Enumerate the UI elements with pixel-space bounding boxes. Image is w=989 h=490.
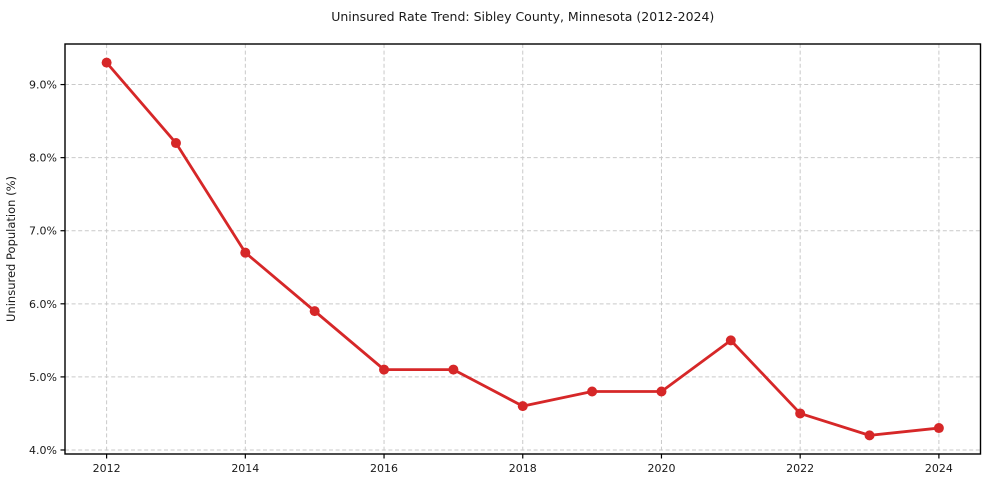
y-tick-label: 4.0% [29, 444, 57, 457]
chart-title: Uninsured Rate Trend: Sibley County, Min… [331, 9, 714, 24]
data-point [101, 57, 112, 68]
data-point [864, 430, 875, 441]
grid-layer [65, 44, 981, 454]
data-point [587, 386, 598, 397]
axes-layer: 4.0% 5.0% 6.0% 7.0% 8.0% 9.0% 2012 2014 2016 2018… [29, 43, 982, 475]
x-tick-label: 2020 [647, 462, 675, 475]
data-point [656, 386, 667, 397]
data-point [448, 364, 459, 375]
series-layer [101, 57, 944, 441]
data-point [933, 423, 944, 434]
data-point [309, 306, 320, 317]
y-axis-label: Uninsured Population (%) [4, 176, 18, 322]
y-tick-label: 9.0% [29, 79, 57, 92]
data-point [517, 401, 528, 412]
data-point [240, 247, 251, 258]
y-tick-label: 8.0% [29, 152, 57, 165]
x-tick-label: 2024 [925, 462, 953, 475]
data-point [170, 138, 181, 149]
y-tick-label: 6.0% [29, 298, 57, 311]
data-point [379, 364, 390, 375]
plot-border [64, 43, 982, 455]
x-tick-label: 2014 [231, 462, 259, 475]
y-tick-label: 7.0% [29, 225, 57, 238]
x-tick-label: 2012 [93, 462, 121, 475]
data-point [725, 335, 736, 346]
x-tick-label: 2018 [509, 462, 537, 475]
x-tick-label: 2016 [370, 462, 398, 475]
y-tick-label: 5.0% [29, 371, 57, 384]
data-point [795, 408, 806, 419]
x-tick-label: 2022 [786, 462, 814, 475]
